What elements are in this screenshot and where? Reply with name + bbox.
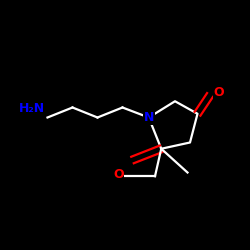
Text: N: N xyxy=(144,111,154,124)
Text: O: O xyxy=(214,86,224,99)
Text: O: O xyxy=(113,168,124,180)
Text: H₂N: H₂N xyxy=(19,102,45,115)
